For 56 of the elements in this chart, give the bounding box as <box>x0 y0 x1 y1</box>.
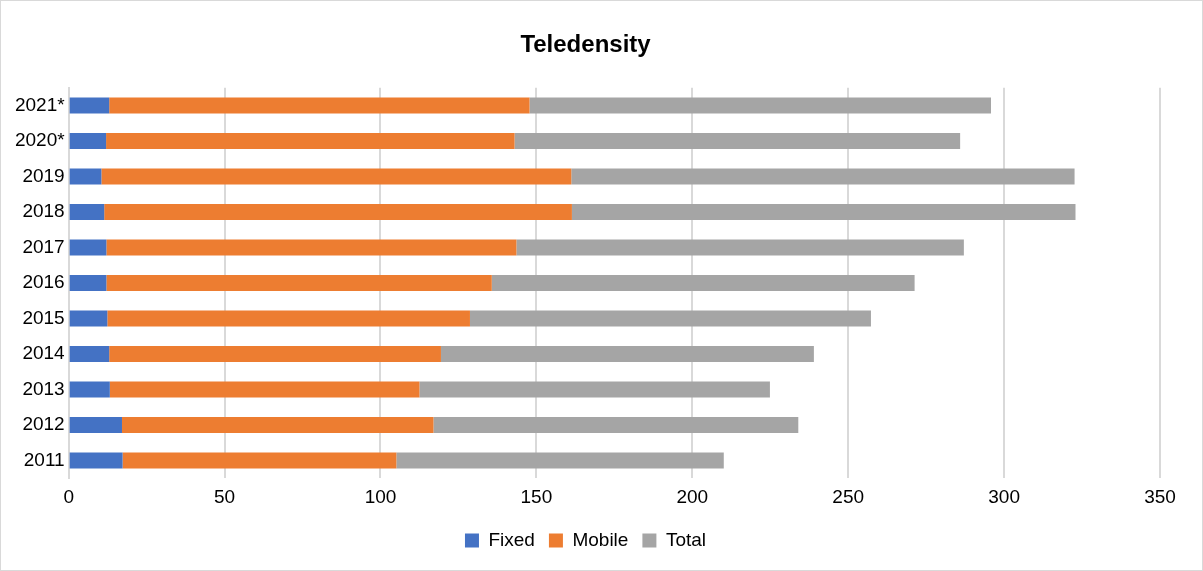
bar <box>571 168 1075 185</box>
bar <box>107 310 470 327</box>
bar <box>106 239 517 256</box>
x-tick-label: 250 <box>832 485 865 507</box>
bar <box>109 381 420 398</box>
bar <box>514 133 961 150</box>
bar <box>440 346 814 362</box>
x-tick-label: 100 <box>364 485 397 507</box>
bar <box>69 346 110 362</box>
x-tick-label: 0 <box>63 485 74 507</box>
bar <box>69 452 123 469</box>
bar <box>69 310 108 327</box>
chart-title: Teledensity <box>520 30 652 58</box>
x-tick-label: 300 <box>988 485 1020 507</box>
bar <box>69 133 107 150</box>
legend-label: Mobile <box>572 528 629 550</box>
x-tick-label: 350 <box>1144 485 1176 507</box>
y-tick-label: 2021* <box>14 93 66 115</box>
bar <box>69 239 107 256</box>
bar <box>516 239 964 256</box>
bar <box>419 381 770 398</box>
x-tick-label: 50 <box>214 485 236 507</box>
y-tick-label: 2020* <box>14 129 66 151</box>
bar <box>469 310 871 327</box>
bar <box>491 275 915 291</box>
bar <box>101 168 572 185</box>
x-tick-label: 200 <box>676 485 709 507</box>
x-tick-label: 150 <box>520 485 553 507</box>
bar <box>529 97 991 114</box>
y-tick-label: 2012 <box>22 413 65 435</box>
bar <box>69 204 105 220</box>
bar <box>122 452 397 469</box>
y-tick-label: 2018 <box>22 200 65 222</box>
bar <box>396 452 724 469</box>
y-tick-label: 2014 <box>22 342 66 364</box>
y-tick-label: 2013 <box>22 377 65 399</box>
y-tick-label: 2016 <box>22 271 65 293</box>
legend-label: Total <box>665 528 707 550</box>
bar <box>121 416 434 433</box>
y-tick-label: 2019 <box>22 164 65 186</box>
bar <box>433 416 799 433</box>
bar <box>69 381 110 398</box>
y-tick-label: 2015 <box>22 306 65 328</box>
bar <box>571 204 1076 220</box>
y-tick-label: 2011 <box>23 448 65 470</box>
bar <box>109 346 441 362</box>
bar <box>109 97 530 114</box>
bar <box>69 97 110 114</box>
bar <box>106 133 515 150</box>
bar <box>69 275 107 291</box>
legend-label: Fixed <box>488 528 535 550</box>
y-tick-label: 2017 <box>22 235 65 257</box>
bar <box>69 168 102 185</box>
bar <box>69 416 122 433</box>
bar <box>104 204 572 220</box>
bar <box>106 275 492 291</box>
